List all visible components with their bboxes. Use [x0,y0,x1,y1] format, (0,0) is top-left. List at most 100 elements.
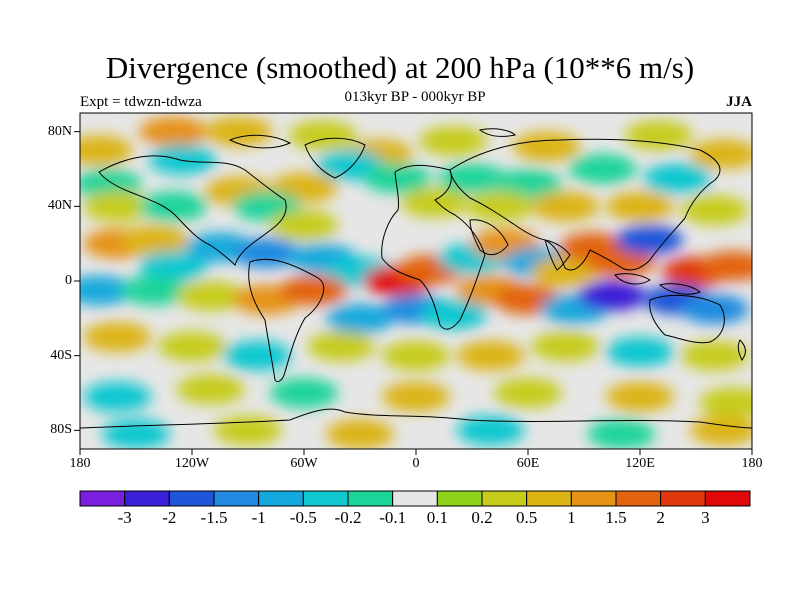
field-cell [139,191,208,222]
field-cell [83,191,152,222]
field-cell [456,415,525,446]
lon-label: 120E [625,456,655,471]
colorbar-swatch [347,490,394,507]
field-cell [438,163,506,194]
field-cell [699,387,752,418]
colorbar-label: 0.5 [516,508,538,527]
field-cell [699,251,752,282]
field-cell [643,163,712,194]
field-cell [419,299,488,330]
lat-label: 40S [50,347,72,363]
colorbar-swatch [570,490,617,507]
field-cell [512,131,581,162]
field-cell [615,224,684,255]
axis-ticks [74,131,753,455]
colorbar [79,490,751,507]
field-cell [680,294,749,324]
field-cell [680,195,749,226]
field-cell [382,340,450,371]
colorbar-label: -0.5 [289,508,317,527]
field-cell [680,340,749,371]
field-cell [419,126,488,156]
colorbar-swatch [213,490,260,507]
field-cell [568,154,637,184]
chart-title: Divergence (smoothed) at 200 hPa (10**6 … [105,50,695,85]
field-cell [270,210,338,240]
field-cell [120,224,189,255]
field-cell [279,275,348,306]
colorbar-swatch [258,490,304,507]
colorbar-label: 2 [656,508,665,527]
field-cell [80,168,142,199]
colorbar-label: 1 [567,508,576,527]
field-cell [223,340,292,371]
lat-label: 80S [50,422,72,438]
colorbar-swatch [481,490,528,507]
field-cell [690,139,752,170]
field-cell [307,331,376,362]
field-cell [80,275,133,306]
field-cell [531,256,600,287]
colorbar-label: -3 [117,508,132,527]
field-cell [176,280,245,311]
field-cell [139,251,208,282]
field-cell [120,275,189,306]
colorbar-swatch [302,490,349,507]
field-cell [531,191,600,222]
experiment-label: Expt = tdwzn-tdwza [80,94,202,110]
field-cell [587,419,656,449]
colorbar-swatch [168,490,215,507]
field-cell [578,280,646,311]
field-cell [232,238,301,268]
colorbar-swatch [124,490,170,507]
colorbar-label: 1.5 [605,508,627,527]
field-cell [587,247,656,278]
field-cell [83,322,152,352]
field-cell [83,381,152,412]
colorbar-swatch [704,490,751,507]
colorbar-label: -2 [162,508,177,527]
lon-label: 0 [412,456,420,471]
field-cell [176,374,245,405]
field-cell [288,120,357,151]
field-cell [158,331,226,362]
colorbar-swatch [436,490,483,507]
lat-label: 0 [65,273,72,288]
field-cell [606,381,674,412]
colorbar-label: 0.1 [426,508,448,527]
field-cell [326,303,394,334]
field-cell [214,415,282,446]
field-cell [531,331,600,362]
colorbar-label: 3 [701,508,710,527]
field-cell [270,378,338,408]
field-cell [624,120,693,151]
colorbar-label: -1.5 [200,508,228,527]
lat-label: 80N [47,123,72,139]
field-cell [204,116,273,147]
lon-label: 60E [516,456,540,471]
field-cell [326,419,394,449]
lon-label: 180 [69,456,91,471]
colorbar-label: -0.2 [334,508,362,527]
colorbar-swatch [79,490,126,507]
lon-label: 60W [290,456,318,471]
field-cell [148,144,217,175]
colorbar-swatch [392,490,438,507]
field-cell [606,191,674,222]
field-cell [606,336,674,367]
field-cell [363,163,432,194]
colorbar-swatch [660,490,706,507]
colorbar-swatch [615,490,662,507]
colorbar-label: -1 [251,508,266,527]
field-cell [494,378,562,408]
coastlines [80,128,752,429]
field-cell [494,168,562,199]
lon-label: 120W [174,456,210,471]
colorbar-label: 0.2 [471,508,493,527]
divergence-field [80,116,752,449]
season-label: JJA [726,94,752,110]
colorbar-swatch [526,490,572,507]
field-cell [456,340,525,371]
colorbar-label: -0.1 [379,508,407,527]
